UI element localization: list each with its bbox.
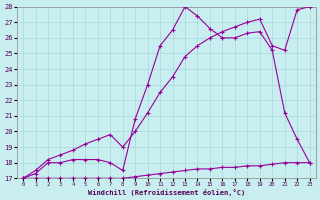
X-axis label: Windchill (Refroidissement éolien,°C): Windchill (Refroidissement éolien,°C) xyxy=(88,189,245,196)
